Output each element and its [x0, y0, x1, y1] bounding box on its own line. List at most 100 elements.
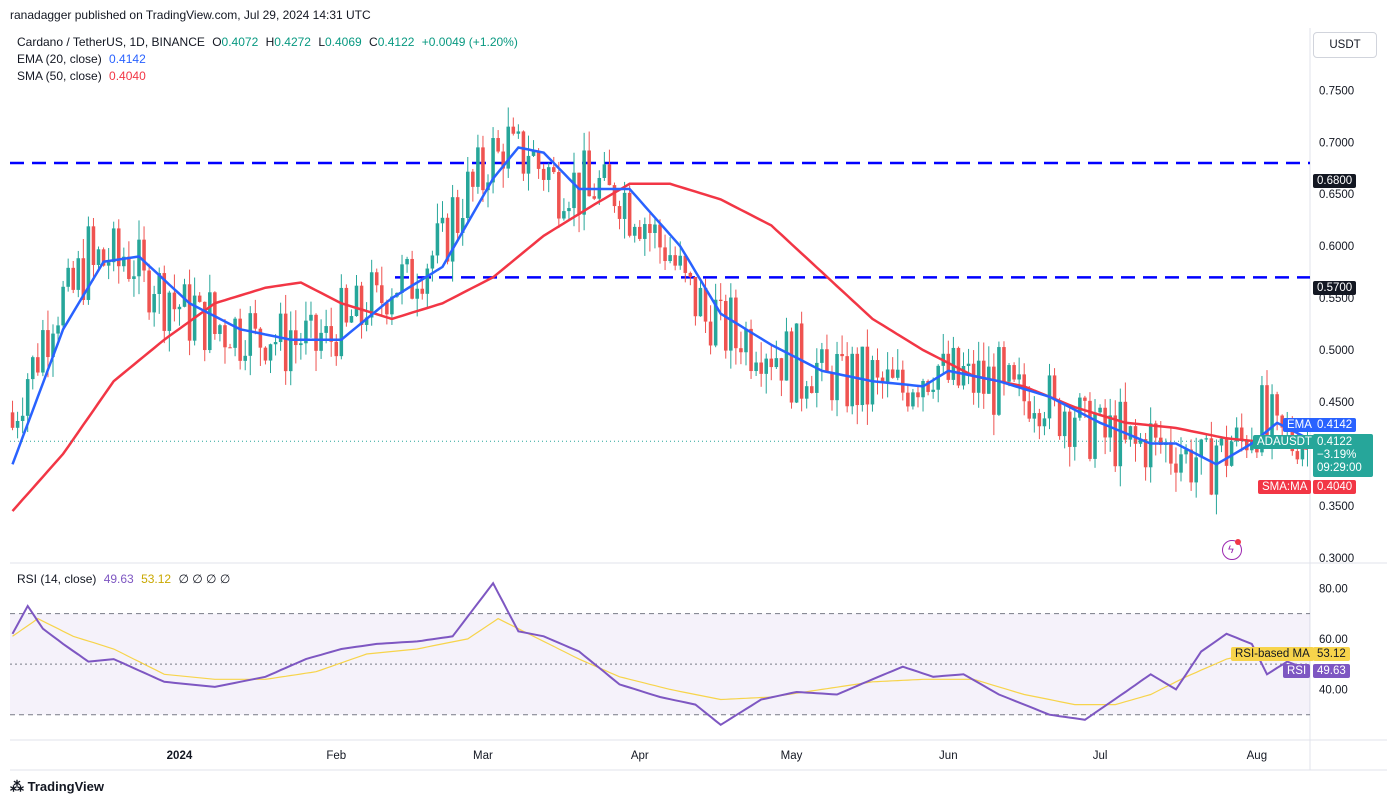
rsi-legend-value: 49.63: [103, 572, 134, 586]
candle-body: [46, 330, 50, 358]
candle-body: [36, 357, 40, 373]
candle-body: [693, 276, 698, 317]
candle-body: [718, 299, 723, 301]
candle-body: [415, 288, 419, 299]
candle-body: [91, 226, 96, 265]
rsi-tick-label: 80.00: [1319, 583, 1348, 595]
candle-body: [729, 297, 733, 351]
candle-body: [1133, 426, 1138, 444]
candle-body: [116, 228, 121, 267]
currency-button[interactable]: USDT: [1313, 32, 1377, 58]
candle-body: [1174, 463, 1178, 473]
candle-body: [855, 353, 860, 406]
candle-body: [678, 255, 683, 266]
candle-body: [794, 323, 799, 403]
candle-body: [602, 164, 607, 178]
rsi-tick-label: 60.00: [1319, 634, 1348, 646]
candle-body: [643, 224, 647, 239]
candle-body: [951, 347, 956, 380]
candle-body: [1113, 415, 1118, 467]
candle-body: [1204, 438, 1209, 440]
candle-body: [56, 325, 60, 334]
candle-body: [683, 255, 688, 273]
candle-body: [809, 386, 814, 393]
candle-body: [1209, 438, 1214, 495]
candle-body: [101, 249, 106, 266]
candle-body: [617, 206, 622, 219]
candle-body: [713, 299, 718, 346]
candle-body: [1138, 439, 1143, 444]
candle-body: [334, 341, 339, 357]
candle-body: [364, 317, 369, 325]
rsi-value-tag: 49.63: [1313, 664, 1350, 678]
candle-body: [901, 369, 905, 393]
candle-body: [582, 150, 586, 215]
sma-legend[interactable]: SMA (50, close) 0.4040: [17, 69, 150, 83]
rsi-legend-extra: ∅ ∅ ∅ ∅: [178, 572, 231, 586]
candle-body: [622, 192, 627, 219]
candle-body: [1083, 397, 1087, 401]
candle-body: [86, 226, 91, 300]
candle-body: [410, 258, 414, 299]
candle-body: [122, 256, 126, 267]
x-tick-label: 2024: [167, 750, 193, 762]
candle-body: [314, 314, 318, 351]
candle-body: [339, 287, 344, 357]
candle-body: [309, 314, 313, 321]
candle-body: [294, 330, 298, 346]
candle-body: [1052, 375, 1057, 401]
candle-body: [880, 377, 885, 382]
candle-body: [552, 167, 556, 173]
candle-body: [1179, 454, 1183, 473]
level-mid-tag: 0.5700: [1313, 281, 1357, 295]
candle-body: [1270, 394, 1274, 439]
candle-body: [1280, 415, 1284, 428]
candle-body: [865, 346, 870, 405]
publisher-line: ranadagger published on TradingView.com,…: [10, 8, 371, 22]
ema-value-tag: 0.4142: [1313, 418, 1357, 432]
ema-legend[interactable]: EMA (20, close) 0.4142: [17, 52, 150, 66]
candle-body: [283, 313, 288, 372]
candle-body: [895, 369, 900, 378]
y-tick-label: 0.4500: [1319, 397, 1354, 409]
candle-body: [1118, 401, 1123, 467]
candle-body: [1234, 427, 1239, 442]
candle-body: [820, 349, 824, 363]
candle-body: [66, 267, 70, 287]
candle-body: [1057, 400, 1062, 437]
candle-body: [440, 217, 445, 224]
candle-body: [825, 349, 829, 373]
alert-lightning-icon[interactable]: ϟ: [1222, 539, 1242, 560]
x-tick-label: Apr: [631, 750, 649, 762]
y-tick-label: 0.6000: [1319, 241, 1354, 253]
symbol-title[interactable]: Cardano / TetherUS, 1D, BINANCE: [17, 35, 205, 49]
rsi-legend[interactable]: RSI (14, close) 49.63 53.12 ∅ ∅ ∅ ∅: [17, 572, 234, 586]
tradingview-logo[interactable]: ⁂ TradingView: [10, 778, 104, 794]
candle-body: [1250, 440, 1254, 451]
candle-body: [890, 369, 895, 378]
candle-body: [541, 168, 546, 180]
candle-body: [698, 287, 703, 317]
candle-body: [182, 284, 187, 307]
x-tick-label: Jun: [939, 750, 958, 762]
candle-body: [961, 365, 966, 386]
rsi-ma-line: [12, 617, 1308, 706]
candle-body: [96, 249, 101, 265]
candle-body: [1194, 457, 1198, 483]
candle-body: [354, 285, 359, 317]
candle-body: [906, 392, 910, 407]
candle-body: [455, 197, 460, 233]
candle-body: [774, 358, 779, 368]
candle-body: [430, 255, 435, 269]
candle-body: [1012, 365, 1016, 380]
candle-body: [425, 268, 430, 294]
candle-body: [1229, 441, 1234, 466]
candle-body: [1123, 401, 1128, 440]
candle-body: [688, 272, 693, 277]
candle-body: [637, 226, 642, 239]
candle-body: [400, 264, 404, 293]
candle-body: [946, 353, 951, 380]
rsi-tick-label: 40.00: [1319, 684, 1348, 696]
candle-body: [1098, 407, 1102, 413]
